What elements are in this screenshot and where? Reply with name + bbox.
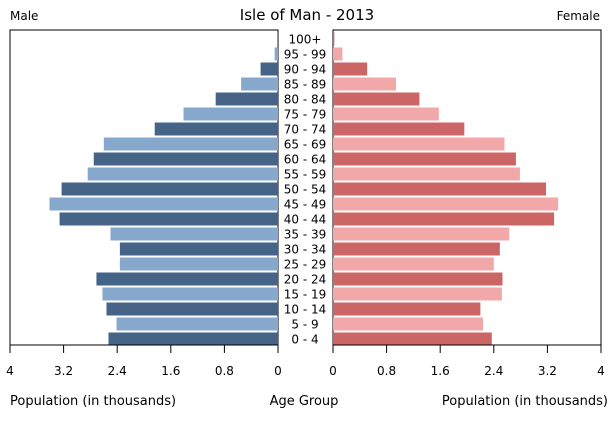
female-bar xyxy=(333,167,520,181)
male-bar xyxy=(215,92,278,106)
age-group-label: 0 - 4 xyxy=(291,333,318,347)
male-bar xyxy=(49,197,278,211)
age-group-label: 10 - 14 xyxy=(284,303,327,317)
age-group-label: 30 - 34 xyxy=(284,243,327,257)
female-bar xyxy=(333,77,396,91)
male-bar xyxy=(59,212,278,226)
tick-label: 4 xyxy=(597,364,605,378)
age-group-label: 70 - 74 xyxy=(284,123,327,137)
female-bar xyxy=(333,317,484,331)
female-bar xyxy=(333,242,500,256)
female-bar xyxy=(333,212,555,226)
age-group-label: 95 - 99 xyxy=(284,48,327,62)
age-group-label: 25 - 29 xyxy=(284,258,327,272)
male-bar xyxy=(110,227,278,241)
female-bar xyxy=(333,302,481,316)
tick-label: 0.8 xyxy=(377,364,396,378)
male-bar xyxy=(87,167,278,181)
chart-title: Isle of Man - 2013 xyxy=(240,6,374,24)
female-bar xyxy=(333,257,494,271)
female-bar xyxy=(333,227,510,241)
tick-label: 3.2 xyxy=(54,364,73,378)
male-bar xyxy=(116,317,278,331)
male-bar xyxy=(103,137,278,151)
x-axis-label-female: Population (in thousands) xyxy=(442,394,608,409)
age-group-label: 50 - 54 xyxy=(284,183,327,197)
female-bar xyxy=(333,197,559,211)
age-group-label: 100+ xyxy=(289,33,322,47)
female-bar xyxy=(333,92,420,106)
age-group-label: 65 - 69 xyxy=(284,138,327,152)
age-group-label: 15 - 19 xyxy=(284,288,327,302)
tick-label: 2.4 xyxy=(108,364,127,378)
female-bar xyxy=(333,287,502,301)
female-bar xyxy=(333,182,547,196)
female-bar xyxy=(333,152,516,166)
x-axis-label-male: Population (in thousands) xyxy=(10,394,176,409)
tick-label: 0 xyxy=(329,364,337,378)
female-bar xyxy=(333,332,492,346)
female-bar xyxy=(333,32,335,46)
age-group-label: 35 - 39 xyxy=(284,228,327,242)
female-bar xyxy=(333,47,343,61)
age-group-label: 40 - 44 xyxy=(284,213,327,227)
tick-label: 1.6 xyxy=(161,364,180,378)
male-bar xyxy=(108,332,279,346)
tick-label: 4 xyxy=(6,364,14,378)
age-group-label: 75 - 79 xyxy=(284,108,327,122)
x-axis-ticks: 4 3.2 2.4 1.6 0.8 0 0 0.8 1.6 2.4 3.2 4 xyxy=(6,345,605,378)
male-bar xyxy=(154,122,278,136)
age-group-label: 85 - 89 xyxy=(284,78,327,92)
male-bar xyxy=(102,287,279,301)
male-bar xyxy=(241,77,278,91)
male-bar xyxy=(119,242,278,256)
age-group-label: 90 - 94 xyxy=(284,63,327,77)
female-bar xyxy=(333,137,505,151)
female-bars xyxy=(333,32,559,346)
male-header: Male xyxy=(10,9,38,23)
tick-label: 0 xyxy=(274,364,282,378)
male-bar xyxy=(183,107,278,121)
male-bars xyxy=(49,32,279,346)
male-bar xyxy=(119,257,278,271)
tick-label: 0.8 xyxy=(215,364,234,378)
male-bar xyxy=(274,47,278,61)
age-group-label: 20 - 24 xyxy=(284,273,327,287)
male-bar xyxy=(61,182,279,196)
male-bar xyxy=(260,62,278,76)
age-group-label: 60 - 64 xyxy=(284,153,327,167)
male-bar xyxy=(277,32,278,46)
age-group-label: 45 - 49 xyxy=(284,198,327,212)
female-bar xyxy=(333,62,368,76)
age-group-label: 80 - 84 xyxy=(284,93,327,107)
female-bar xyxy=(333,272,503,286)
age-group-label: 5 - 9 xyxy=(291,318,318,332)
tick-label: 3.2 xyxy=(538,364,557,378)
x-axis-label-age-group: Age Group xyxy=(270,394,339,409)
female-header: Female xyxy=(557,9,600,23)
age-group-label: 55 - 59 xyxy=(284,168,327,182)
male-bar xyxy=(96,272,279,286)
tick-label: 2.4 xyxy=(484,364,503,378)
male-bar xyxy=(106,302,278,316)
female-bar xyxy=(333,122,465,136)
tick-label: 1.6 xyxy=(431,364,450,378)
male-bar xyxy=(93,152,278,166)
female-bar xyxy=(333,107,439,121)
